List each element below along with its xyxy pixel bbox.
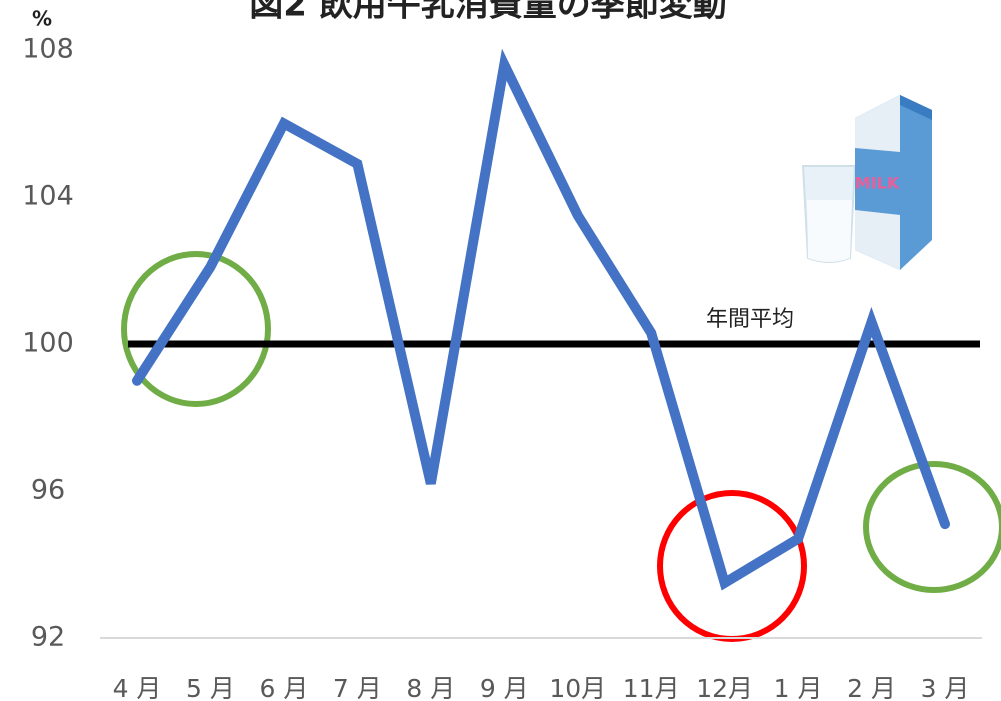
x-tick-label: 10月	[549, 674, 606, 701]
x-tick-label: 7 月	[333, 674, 382, 701]
y-tick-label: 104	[22, 181, 74, 212]
y-tick-label: 100	[22, 328, 74, 359]
chart-title: 図2 飲用牛乳消費量の季節変動	[249, 0, 727, 25]
x-tick-label: 3 月	[921, 674, 970, 701]
x-tick-label: 2 月	[847, 674, 896, 701]
x-tick-label: 5 月	[186, 674, 235, 701]
x-tick-label: 6 月	[259, 674, 308, 701]
reference-label: 年間平均	[706, 307, 794, 332]
milk-icon: MILK	[801, 95, 932, 270]
y-unit: %	[32, 7, 52, 31]
x-tick-label: 11月	[623, 674, 680, 701]
x-tick-label: 9 月	[480, 674, 529, 701]
y-tick-label: 92	[31, 622, 65, 653]
y-tick-label: 96	[31, 475, 65, 506]
x-tick-label: 12月	[696, 674, 753, 701]
svg-text:MILK: MILK	[855, 174, 900, 193]
y-tick-label: 108	[22, 34, 74, 65]
x-tick-label: 4 月	[113, 674, 162, 701]
x-tick-label: 8 月	[406, 674, 455, 701]
data-line	[132, 48, 950, 591]
x-tick-label: 1 月	[774, 674, 823, 701]
highlight-circles	[121, 251, 1001, 642]
